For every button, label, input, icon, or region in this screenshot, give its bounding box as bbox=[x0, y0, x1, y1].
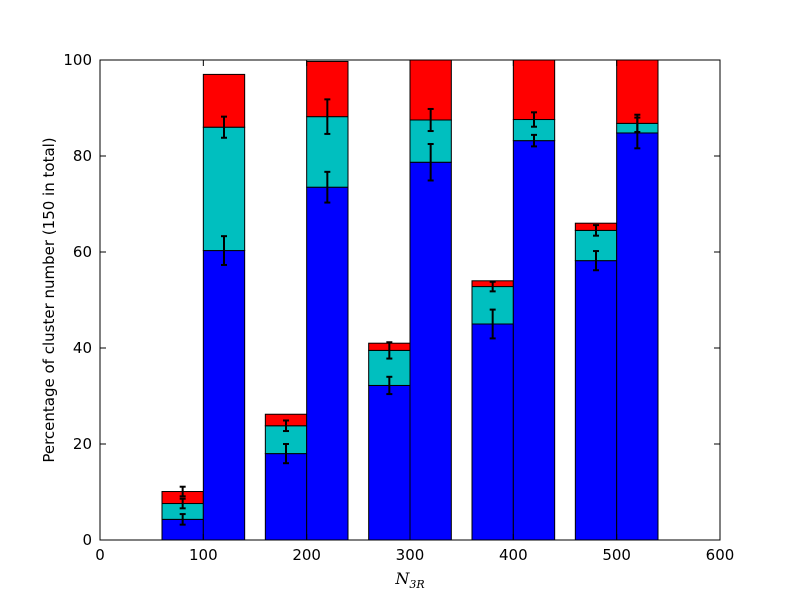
x-tick-label: 300 bbox=[396, 546, 425, 564]
x-axis-label-subscript: 3R bbox=[409, 578, 424, 591]
error-bar-6-cyan bbox=[427, 107, 434, 133]
x-tick-label: 400 bbox=[499, 546, 528, 564]
bar-5-segment-blue bbox=[368, 384, 411, 541]
error-bar-2-cyan bbox=[221, 115, 227, 139]
ticks-layer: 0 100 200 300 400 500 600 0 20 40 60 80 100 bbox=[63, 51, 734, 564]
x-tick-label: 0 bbox=[95, 546, 105, 564]
y-axis-label: Percentage of cluster number (150 in tot… bbox=[40, 137, 58, 462]
bar-9-segment-blue bbox=[574, 260, 618, 541]
error-bar-4-blue bbox=[324, 170, 331, 204]
y-tick-label: 0 bbox=[82, 531, 92, 549]
error-bar-1-cyan bbox=[179, 497, 186, 510]
error-bar-2-blue bbox=[221, 235, 227, 266]
bar-2-segment-blue bbox=[202, 250, 246, 541]
error-bar-1-blue bbox=[179, 513, 186, 526]
bars-layer bbox=[161, 59, 659, 541]
y-tick-label: 100 bbox=[63, 51, 92, 69]
error-bar-5-cyan bbox=[386, 341, 393, 360]
y-tick-label: 80 bbox=[73, 147, 92, 165]
y-tick-label: 40 bbox=[73, 339, 92, 357]
error-bar-5-blue bbox=[386, 375, 393, 396]
y-tick-label: 20 bbox=[73, 435, 92, 453]
error-bar-7-blue bbox=[489, 308, 496, 340]
bar-2-segment-cyan bbox=[202, 126, 246, 252]
error-bar-3-cyan bbox=[283, 419, 289, 433]
x-axis-label: N3R bbox=[394, 569, 424, 591]
x-tick-label: 600 bbox=[706, 546, 735, 564]
error-bar-9-cyan bbox=[593, 224, 599, 237]
error-bar-8-cyan bbox=[531, 111, 537, 128]
error-bar-3-blue bbox=[283, 443, 289, 465]
error-bar-4-cyan bbox=[324, 98, 331, 135]
error-bar-6-blue bbox=[427, 143, 434, 182]
bar-8-segment-red bbox=[512, 59, 556, 121]
error-bars-layer bbox=[179, 98, 641, 526]
y-tick-label: 60 bbox=[73, 243, 92, 261]
bar-7-segment-blue bbox=[471, 323, 514, 541]
bar-4-segment-blue bbox=[306, 186, 349, 541]
error-bar-10-cyan bbox=[634, 113, 641, 133]
x-tick-label: 500 bbox=[602, 546, 631, 564]
error-bar-8-blue bbox=[531, 133, 537, 148]
error-bar-7-cyan bbox=[489, 280, 496, 293]
x-tick-label: 200 bbox=[292, 546, 321, 564]
bar-8-segment-blue bbox=[512, 140, 556, 541]
x-axis-label-main: N bbox=[394, 569, 410, 588]
bar-6-segment-blue bbox=[409, 161, 452, 541]
error-bar-9-blue bbox=[593, 250, 599, 272]
bar-10-segment-blue bbox=[616, 132, 659, 541]
bar-3-segment-blue bbox=[264, 453, 308, 541]
x-tick-label: 100 bbox=[189, 546, 218, 564]
error-bar-1-red bbox=[179, 485, 186, 498]
